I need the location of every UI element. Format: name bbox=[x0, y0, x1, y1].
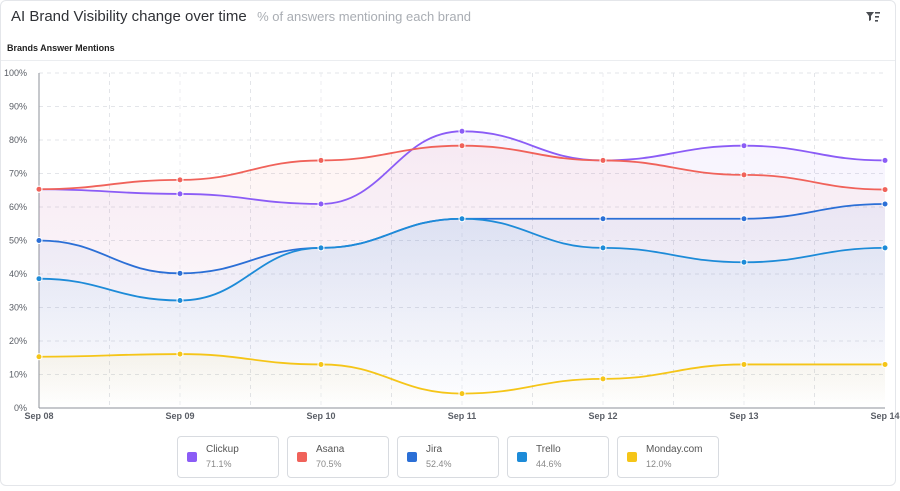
y-tick-label: 70% bbox=[9, 169, 27, 179]
legend-swatch bbox=[187, 452, 197, 462]
legend-text: Monday.com 12.0% bbox=[646, 443, 703, 471]
data-point-trello bbox=[599, 244, 607, 252]
legend-item-jira[interactable]: Jira 52.4% bbox=[397, 436, 499, 478]
data-point-jira bbox=[599, 215, 607, 223]
data-point-trello bbox=[35, 275, 43, 283]
y-tick-label: 90% bbox=[9, 102, 27, 112]
legend-item-mondaycom[interactable]: Monday.com 12.0% bbox=[617, 436, 719, 478]
data-point-clickup bbox=[740, 142, 748, 150]
data-point-trello bbox=[740, 258, 748, 266]
x-tick-label: Sep 11 bbox=[448, 411, 477, 421]
chart-header: AI Brand Visibility change over time % o… bbox=[11, 8, 471, 26]
y-tick-label: 80% bbox=[9, 135, 27, 145]
legend-swatch bbox=[407, 452, 417, 462]
data-point-jira bbox=[176, 269, 184, 277]
data-point-asana bbox=[881, 186, 889, 194]
legend-name: Monday.com bbox=[646, 444, 703, 455]
data-point-asana bbox=[317, 156, 325, 164]
legend-name: Clickup bbox=[206, 444, 239, 455]
data-point-clickup bbox=[881, 156, 889, 164]
legend-text: Clickup 71.1% bbox=[206, 443, 239, 471]
data-point-mondaycom bbox=[599, 375, 607, 383]
legend-text: Jira 52.4% bbox=[426, 443, 452, 471]
legend-text: Asana 70.5% bbox=[316, 443, 344, 471]
legend-value: 70.5% bbox=[316, 459, 342, 469]
data-point-trello bbox=[317, 244, 325, 252]
legend-swatch bbox=[627, 452, 637, 462]
filter-icon[interactable] bbox=[865, 10, 881, 24]
data-point-mondaycom bbox=[35, 353, 43, 361]
x-tick-label: Sep 09 bbox=[165, 411, 194, 421]
x-tick-label: Sep 08 bbox=[24, 411, 53, 421]
data-point-clickup bbox=[176, 190, 184, 198]
data-point-jira bbox=[881, 200, 889, 208]
data-point-asana bbox=[176, 176, 184, 184]
x-tick-label: Sep 14 bbox=[870, 411, 899, 421]
legend-value: 52.4% bbox=[426, 459, 452, 469]
data-point-mondaycom bbox=[176, 350, 184, 358]
legend-item-trello[interactable]: Trello 44.6% bbox=[507, 436, 609, 478]
data-point-trello bbox=[458, 215, 466, 223]
data-point-trello bbox=[176, 296, 184, 304]
legend-name: Trello bbox=[536, 444, 561, 455]
chart-title: AI Brand Visibility change over time bbox=[11, 8, 247, 25]
legend-swatch bbox=[517, 452, 527, 462]
data-point-trello bbox=[881, 244, 889, 252]
data-point-clickup bbox=[458, 127, 466, 135]
legend-name: Asana bbox=[316, 444, 345, 455]
y-tick-label: 0% bbox=[14, 403, 27, 413]
y-tick-label: 20% bbox=[9, 336, 27, 346]
legend-swatch bbox=[297, 452, 307, 462]
y-tick-label: 50% bbox=[9, 236, 27, 246]
legend-value: 71.1% bbox=[206, 459, 232, 469]
chart-subtitle: % of answers mentioning each brand bbox=[257, 9, 472, 24]
x-tick-label: Sep 13 bbox=[729, 411, 758, 421]
data-point-clickup bbox=[317, 200, 325, 208]
legend-text: Trello 44.6% bbox=[536, 443, 562, 471]
data-point-mondaycom bbox=[317, 360, 325, 368]
x-tick-label: Sep 10 bbox=[306, 411, 335, 421]
divider bbox=[1, 60, 895, 61]
y-tick-label: 100% bbox=[4, 68, 27, 78]
legend-item-clickup[interactable]: Clickup 71.1% bbox=[177, 436, 279, 478]
y-tick-label: 40% bbox=[9, 269, 27, 279]
chart-legend: Clickup 71.1% Asana 70.5% Jira 52.4% Trello 44.… bbox=[177, 436, 719, 478]
legend-name: Jira bbox=[426, 444, 443, 455]
data-point-asana bbox=[458, 142, 466, 150]
data-point-asana bbox=[599, 156, 607, 164]
legend-value: 44.6% bbox=[536, 459, 562, 469]
data-point-asana bbox=[35, 185, 43, 193]
data-point-jira bbox=[740, 215, 748, 223]
x-tick-label: Sep 12 bbox=[588, 411, 617, 421]
section-label: Brands Answer Mentions bbox=[7, 43, 115, 53]
y-tick-label: 30% bbox=[9, 303, 27, 313]
y-tick-label: 60% bbox=[9, 202, 27, 212]
data-point-asana bbox=[740, 171, 748, 179]
data-point-mondaycom bbox=[458, 390, 466, 398]
data-point-jira bbox=[35, 237, 43, 244]
legend-item-asana[interactable]: Asana 70.5% bbox=[287, 436, 389, 478]
data-point-mondaycom bbox=[740, 360, 748, 368]
data-point-mondaycom bbox=[881, 360, 889, 368]
series-area-mondaycom bbox=[39, 354, 885, 408]
legend-value: 12.0% bbox=[646, 459, 672, 469]
y-tick-label: 10% bbox=[9, 370, 27, 380]
line-chart: 0% 10% 20% 30% 40% 50% 60% 70% 80% 90% 100% Sep 08 S… bbox=[4, 68, 900, 421]
